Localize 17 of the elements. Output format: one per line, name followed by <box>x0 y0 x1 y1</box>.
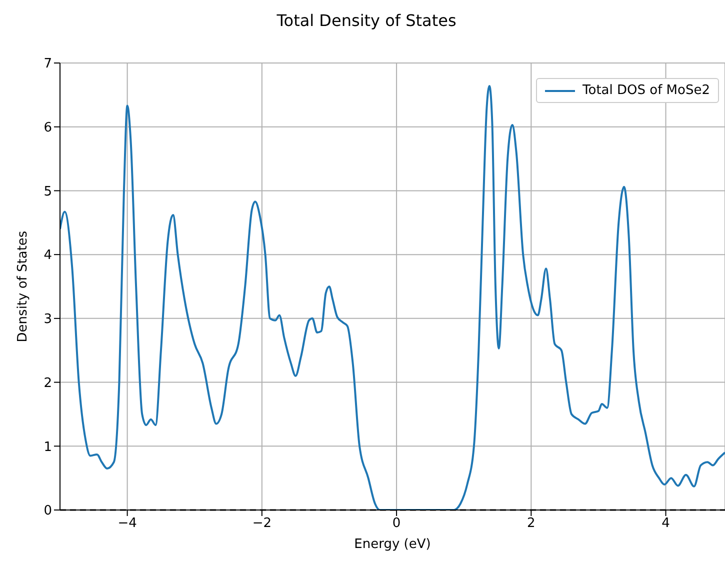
y-tick-label: 0 <box>44 504 52 519</box>
y-axis-title: Density of States <box>16 230 31 342</box>
y-tick-label: 6 <box>44 120 52 136</box>
legend-label: Total DOS of MoSe2 <box>582 83 710 98</box>
x-tick-label: 0 <box>392 516 401 532</box>
y-tick-label: 7 <box>44 56 52 72</box>
chart-title: Total Density of States <box>276 10 458 32</box>
y-tick-label: 4 <box>44 248 52 264</box>
y-tick-label: 1 <box>44 440 52 455</box>
x-tick-label: 2 <box>527 516 536 532</box>
y-tick-label: 3 <box>44 312 52 328</box>
x-tick-label: −2 <box>252 516 272 532</box>
y-tick-label: 2 <box>44 376 52 391</box>
x-tick-label: 4 <box>662 516 670 532</box>
y-tick-label: 5 <box>44 184 52 200</box>
x-tick-label: −4 <box>118 516 137 532</box>
x-axis-title: Energy (eV) <box>354 537 431 552</box>
